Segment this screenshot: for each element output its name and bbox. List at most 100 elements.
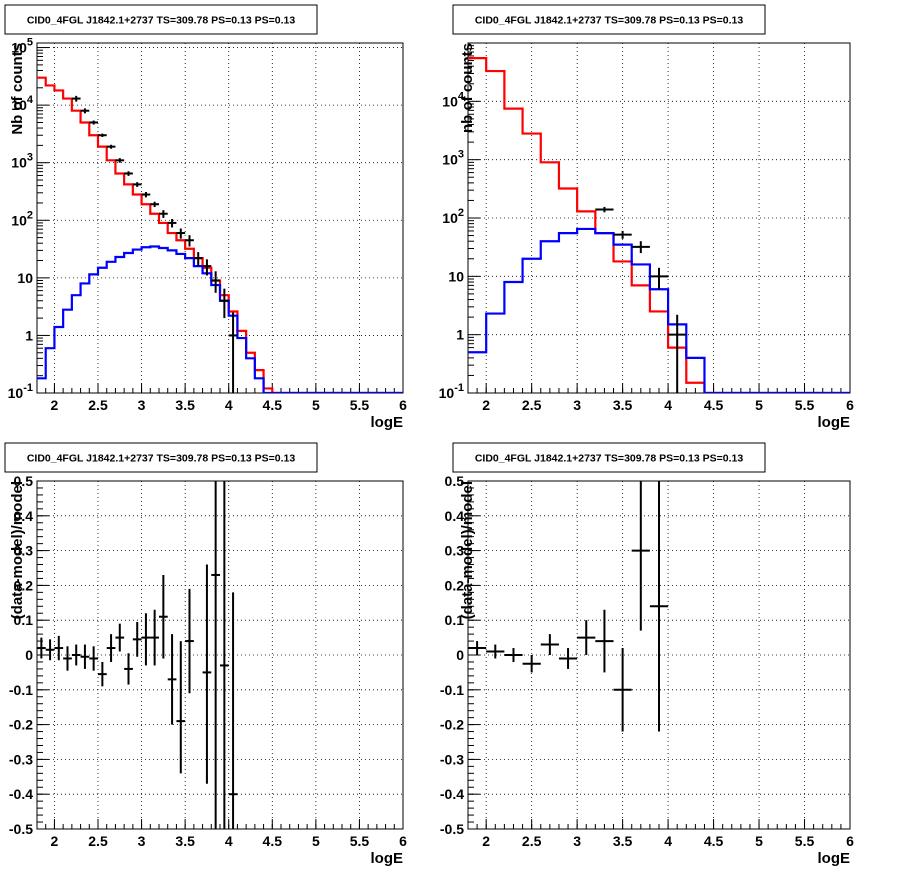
y-tick-label: 10	[448, 268, 464, 284]
x-tick-label: 3	[138, 833, 146, 849]
x-tick-label: 4.5	[704, 397, 724, 413]
red-model-histogram	[468, 57, 850, 393]
y-tick-label: 1	[456, 327, 464, 343]
data-point	[132, 621, 142, 657]
data-point	[45, 639, 55, 661]
data-point	[228, 312, 238, 393]
data-point	[468, 641, 487, 655]
x-tick-label: 3	[573, 833, 581, 849]
x-axis-label: logE	[371, 850, 404, 867]
data-point	[124, 171, 133, 176]
y-tick-label: -0.3	[440, 751, 464, 767]
y-tick-label: 10-1	[8, 382, 33, 401]
data-point	[595, 609, 614, 673]
data-point	[124, 653, 133, 685]
y-tick-label: 103	[11, 152, 33, 171]
y-tick-label: -0.2	[9, 717, 33, 733]
y-axis-label: nb of counts	[459, 43, 476, 133]
y-tick-label: 102	[11, 209, 33, 228]
x-tick-label: 2.5	[522, 397, 542, 413]
data-area	[37, 481, 238, 829]
y-tick-label: 0.5	[445, 473, 465, 489]
data-area	[468, 57, 850, 393]
data-point	[185, 588, 194, 694]
data-point	[228, 592, 238, 829]
title-box	[452, 4, 766, 35]
y-tick-label: 0	[25, 647, 33, 663]
y-axis-label: (data-model)/model	[459, 481, 476, 619]
data-point	[106, 634, 116, 662]
x-tick-label: 2	[51, 833, 59, 849]
data-point	[613, 230, 632, 239]
y-tick-label: 1	[25, 327, 33, 343]
data-point	[668, 314, 687, 393]
data-point	[631, 241, 650, 254]
plot-panel-bottom-left: 2 2.5 3 3.5 4 4.5 5 5.5 6 -0.5 -0.4 -0.3 -0.2 -0.1 0 0.…	[4, 442, 407, 867]
x-tick-label: 6	[399, 397, 407, 413]
x-tick-label: 4	[664, 833, 672, 849]
y-tick-label: 0.4	[14, 508, 34, 524]
data-point	[176, 228, 186, 239]
x-tick-label: 2.5	[88, 397, 108, 413]
chart-title: CID0_4FGL J1842.1+2737 TS=309.78 PS=0.13…	[475, 15, 743, 27]
data-point	[211, 271, 220, 293]
y-axis-label: Nb of counts	[9, 43, 26, 135]
x-tick-label: 4	[225, 397, 233, 413]
y-tick-label: 0.3	[14, 543, 34, 559]
y-tick-label: -0.4	[440, 786, 464, 802]
plot-panel-top-left: 2 2.5 3 3.5 4 4.5 5 5.5 6 10-1 1 10 102 103 104 105 logE…	[4, 4, 407, 431]
x-axis-label: logE	[818, 850, 851, 867]
y-tick-label: 102	[442, 207, 464, 226]
data-point	[176, 641, 186, 774]
data-point	[540, 634, 559, 655]
y-tick-label: 0.3	[445, 543, 465, 559]
title-box	[452, 442, 766, 473]
data-point	[159, 574, 168, 659]
data-point	[132, 182, 142, 187]
y-tick-label: 0.2	[445, 577, 465, 593]
x-tick-label: 6	[846, 397, 854, 413]
data-point	[193, 252, 203, 267]
title-box	[4, 4, 318, 35]
y-tick-label: -0.2	[440, 717, 464, 733]
y-tick-label: -0.3	[9, 751, 33, 767]
x-tick-label: 5.5	[795, 833, 815, 849]
data-point	[631, 481, 650, 631]
y-axis-label: (data-model)/model	[9, 481, 26, 619]
y-tick-label: 105	[11, 37, 33, 56]
plot-panel-top-right: 2 2.5 3 3.5 4 4.5 5 5.5 6 10-1 1 10 102 103 104 logE nb …	[439, 4, 854, 431]
data-point	[63, 646, 72, 671]
data-point	[89, 646, 98, 671]
data-point	[106, 144, 116, 149]
data-point	[167, 634, 177, 725]
y-tick-label: 103	[442, 149, 464, 168]
red-model-histogram	[37, 76, 403, 393]
x-tick-label: 2	[482, 833, 490, 849]
x-tick-label: 3	[138, 397, 146, 413]
y-tick-label: -0.5	[9, 821, 33, 837]
data-point	[150, 609, 159, 666]
data-point	[115, 623, 125, 652]
data-point	[595, 206, 614, 213]
x-tick-label: 6	[399, 833, 407, 849]
data-point	[115, 158, 125, 163]
data-point	[141, 191, 151, 198]
x-tick-label: 3.5	[175, 397, 195, 413]
blue-model-histogram	[468, 227, 850, 393]
data-point	[486, 644, 505, 659]
x-tick-label: 5	[755, 397, 763, 413]
data-point	[37, 637, 46, 659]
x-tick-label: 5.5	[350, 397, 370, 413]
data-point	[80, 644, 90, 669]
data-point	[202, 259, 212, 276]
y-tick-label: 0.2	[14, 577, 34, 593]
chart-title: CID0_4FGL J1842.1+2737 TS=309.78 PS=0.13…	[27, 15, 295, 27]
data-point	[522, 655, 541, 673]
x-axis-label: logE	[371, 414, 404, 431]
data-point	[202, 564, 212, 784]
x-tick-label: 3.5	[613, 397, 633, 413]
chart-title: CID0_4FGL J1842.1+2737 TS=309.78 PS=0.13…	[27, 453, 295, 465]
y-tick-label: 0.5	[14, 473, 34, 489]
data-point	[80, 108, 90, 114]
